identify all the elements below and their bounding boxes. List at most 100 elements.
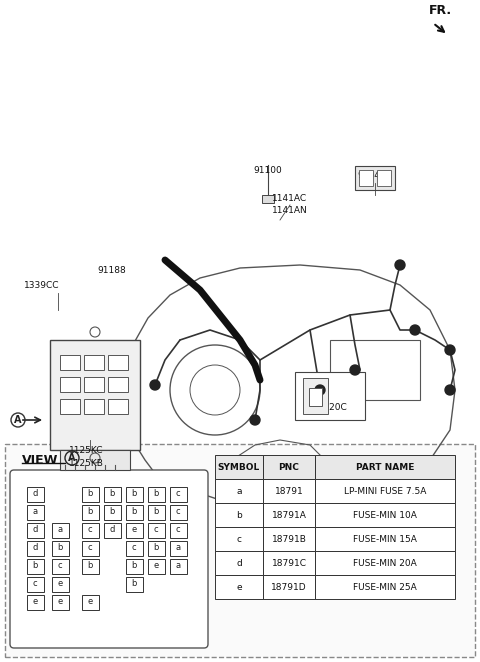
Text: c: c (154, 526, 158, 534)
Bar (359, 170, 373, 186)
Circle shape (350, 365, 360, 375)
Bar (315, 503, 455, 527)
Bar (147, 504, 165, 520)
Bar (104, 504, 120, 520)
Text: 91188: 91188 (97, 265, 126, 275)
Text: FUSE-MIN 20A: FUSE-MIN 20A (353, 559, 417, 567)
Circle shape (445, 385, 455, 395)
Bar (125, 577, 143, 592)
Text: A: A (14, 415, 22, 425)
Bar (263, 551, 315, 575)
Text: b: b (109, 489, 115, 498)
Circle shape (410, 325, 420, 335)
Text: 18791B: 18791B (272, 534, 306, 544)
Bar (60, 399, 80, 414)
Text: 18791D: 18791D (271, 583, 307, 592)
Text: d: d (32, 489, 38, 498)
Circle shape (445, 345, 455, 355)
Bar (26, 559, 44, 573)
Bar (125, 504, 143, 520)
Text: 1125KC: 1125KC (69, 446, 103, 455)
Text: d: d (236, 559, 242, 567)
Text: 18791A: 18791A (272, 510, 306, 520)
Text: c: c (132, 544, 136, 553)
Bar (50, 340, 140, 450)
Text: b: b (87, 561, 93, 571)
Circle shape (395, 260, 405, 270)
Bar (215, 455, 263, 479)
Text: c: c (237, 534, 241, 544)
Text: 9194RE: 9194RE (358, 171, 392, 179)
Text: VIEW: VIEW (22, 454, 59, 467)
Bar (82, 594, 98, 610)
Bar (263, 527, 315, 551)
Text: e: e (236, 583, 242, 592)
Bar (295, 372, 365, 420)
Text: e: e (58, 579, 62, 589)
Text: 18791: 18791 (275, 487, 303, 495)
Text: FR.: FR. (429, 4, 452, 17)
Text: c: c (176, 526, 180, 534)
Text: c: c (176, 508, 180, 516)
Bar (26, 522, 44, 538)
Bar (51, 559, 69, 573)
Text: c: c (88, 544, 92, 553)
Text: d: d (109, 526, 115, 534)
Bar (82, 522, 98, 538)
Text: PART NAME: PART NAME (356, 463, 414, 471)
Text: c: c (58, 561, 62, 571)
Text: 1141AC: 1141AC (273, 193, 308, 203)
Text: e: e (132, 526, 137, 534)
Bar (215, 479, 263, 503)
Bar (26, 504, 44, 520)
Bar (26, 594, 44, 610)
Circle shape (150, 380, 160, 390)
Bar (108, 377, 128, 392)
Text: b: b (132, 579, 137, 589)
Bar (51, 540, 69, 555)
FancyBboxPatch shape (10, 470, 208, 648)
Bar (263, 479, 315, 503)
Text: a: a (175, 561, 180, 571)
Bar (377, 170, 391, 186)
Text: b: b (109, 508, 115, 516)
Text: e: e (32, 598, 37, 606)
Bar (147, 522, 165, 538)
Text: FUSE-MIN 15A: FUSE-MIN 15A (353, 534, 417, 544)
Bar (82, 559, 98, 573)
Bar (330, 340, 420, 400)
Bar (263, 455, 315, 479)
Bar (60, 377, 80, 392)
Text: b: b (87, 508, 93, 516)
Bar (169, 540, 187, 555)
Bar (84, 399, 104, 414)
Text: c: c (33, 579, 37, 589)
Bar (51, 522, 69, 538)
Bar (309, 388, 322, 406)
Bar (108, 355, 128, 370)
Bar (104, 522, 120, 538)
Bar (315, 575, 455, 599)
Text: A: A (68, 453, 76, 463)
Bar (104, 487, 120, 502)
Bar (147, 487, 165, 502)
Text: 18791C: 18791C (272, 559, 307, 567)
Circle shape (250, 415, 260, 425)
Bar (215, 551, 263, 575)
Text: FUSE-MIN 10A: FUSE-MIN 10A (353, 510, 417, 520)
Text: e: e (58, 598, 62, 606)
Bar (125, 522, 143, 538)
Text: b: b (57, 544, 63, 553)
Text: PNC: PNC (278, 463, 300, 471)
Text: c: c (88, 526, 92, 534)
Text: LP-MINI FUSE 7.5A: LP-MINI FUSE 7.5A (344, 487, 426, 495)
Text: b: b (132, 561, 137, 571)
Bar (26, 487, 44, 502)
Text: b: b (153, 508, 159, 516)
Text: a: a (236, 487, 242, 495)
Bar (147, 559, 165, 573)
Text: b: b (153, 489, 159, 498)
Text: FUSE-MIN 25A: FUSE-MIN 25A (353, 583, 417, 592)
Circle shape (315, 385, 325, 395)
Bar (169, 487, 187, 502)
